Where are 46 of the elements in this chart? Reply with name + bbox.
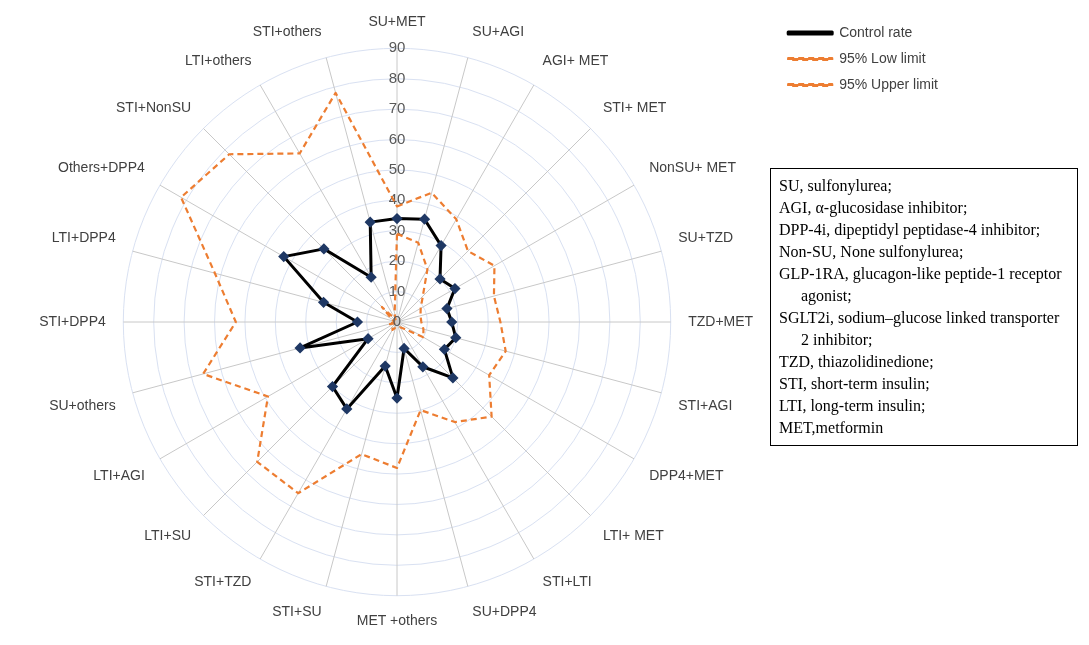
text: TZD, thiazolidinedione; — [779, 352, 935, 372]
spoke-label: SU+MET — [368, 13, 427, 30]
spoke-label: LTI+ MET — [602, 527, 665, 544]
y-tick-label: 30 — [388, 220, 406, 238]
spoke-label: LTI+DPP4 — [51, 229, 116, 246]
spoke-label: STI+TZD — [194, 573, 252, 590]
y-tick-label: 10 — [388, 281, 406, 299]
y-tick-label: 60 — [388, 129, 406, 147]
text: MET,metformin — [779, 418, 885, 438]
spoke-label: SU+TZD — [678, 229, 734, 246]
spoke-label: MET +others — [356, 612, 438, 629]
spoke-label: SU+AGI — [472, 23, 525, 40]
legend-label: Control rate — [839, 23, 913, 40]
y-tick-label: 20 — [388, 251, 406, 269]
spoke-label: TZD+MET — [688, 312, 754, 329]
legend-label: 95% Low limit — [839, 49, 926, 66]
spoke-label: STI+ MET — [602, 98, 667, 115]
spoke-label: STI+SU — [272, 602, 322, 619]
spoke-label: NonSU+ MET — [649, 158, 737, 175]
spoke-label: SU+others — [49, 396, 116, 413]
spoke-label: STI+LTI — [542, 573, 592, 590]
text: SU, sulfonylurea; — [779, 176, 893, 197]
text: STI, short-term insulin; — [779, 374, 931, 394]
y-tick-label: 80 — [388, 68, 406, 86]
text: DPP-4i, dipeptidyl peptidase-4 inhibitor; — [779, 220, 1042, 241]
spoke-label: DPP4+MET — [649, 466, 724, 483]
spoke-label: STI+DPP4 — [39, 312, 107, 329]
spoke-label: AGI+ MET — [542, 52, 609, 69]
text: SGLT2i, sodium–glucose linked transporter 2 inhibitor; — [779, 308, 1061, 350]
spoke-label: STI+NonSU — [116, 98, 192, 115]
legend-label: 95% Upper limit — [839, 75, 939, 92]
spoke-label: SU+DPP4 — [472, 602, 537, 619]
spoke-label: LTI+AGI — [93, 466, 145, 483]
y-tick-label: 70 — [388, 99, 406, 117]
spoke-label: STI+AGI — [678, 396, 733, 413]
text: Non-SU, None sulfonylurea; — [779, 242, 965, 263]
spoke-label: STI+others — [252, 23, 322, 40]
spoke-label: LTI+SU — [144, 527, 192, 544]
y-tick-label: 90 — [388, 38, 406, 56]
text: GLP-1RA, glucagon-like peptide-1 receptor agonist; — [779, 264, 1063, 307]
spoke-label: LTI+others — [185, 52, 252, 69]
text: AGI, α-glucosidase inhibitor; — [779, 198, 969, 219]
y-tick-label: 50 — [388, 160, 406, 178]
text: LTI, long-term insulin; — [779, 396, 927, 417]
y-tick-label: 40 — [388, 190, 406, 208]
spoke-label: Others+DPP4 — [58, 158, 146, 175]
